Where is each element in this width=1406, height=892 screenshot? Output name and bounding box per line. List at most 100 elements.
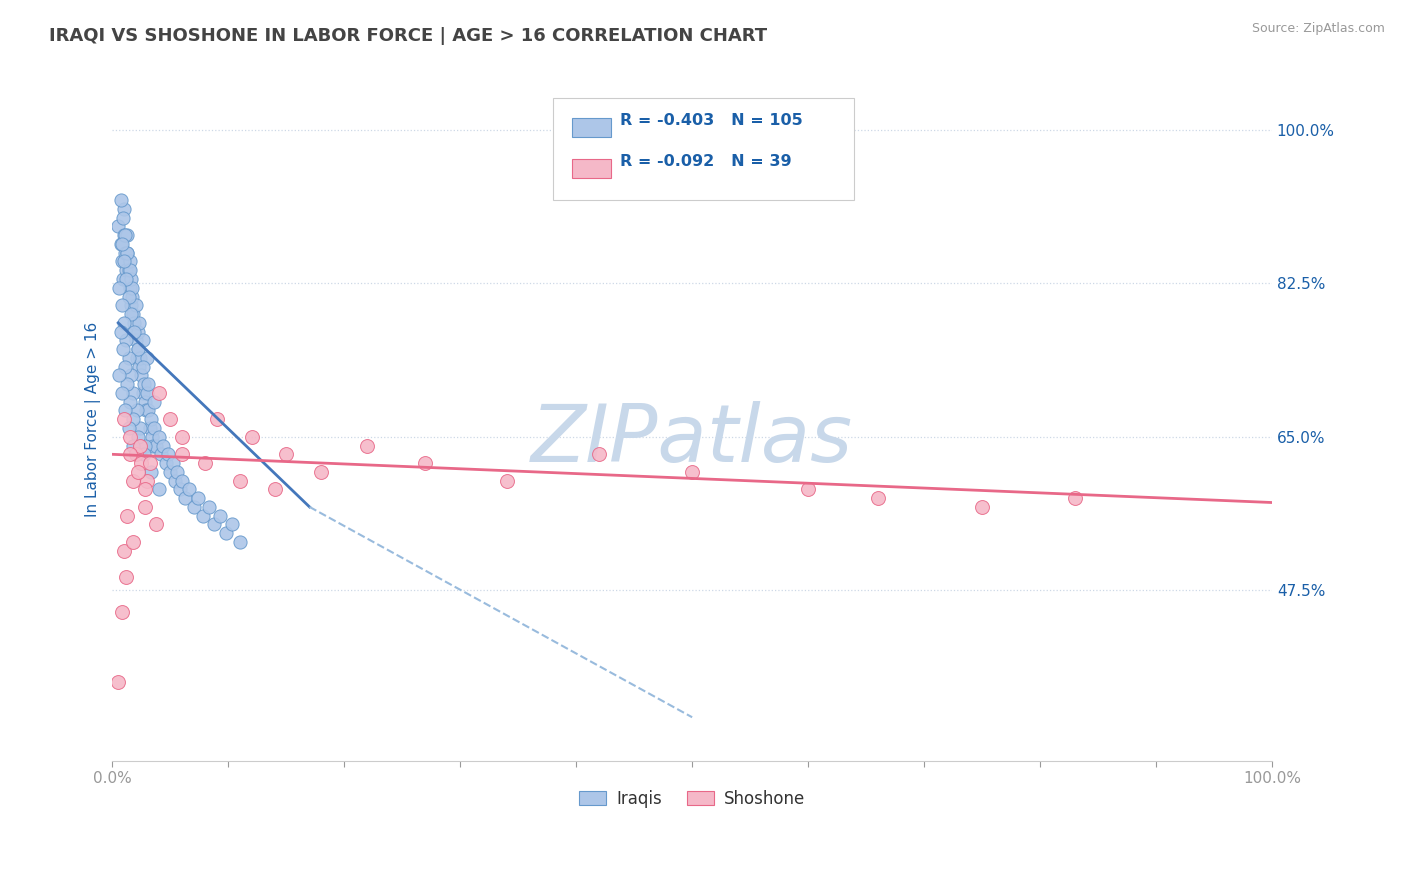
Point	[112, 202, 135, 216]
Point	[120, 298, 142, 312]
Point	[145, 438, 167, 452]
Point	[143, 421, 166, 435]
Point	[117, 377, 139, 392]
Point	[797, 483, 820, 497]
Point	[139, 465, 162, 479]
Point	[128, 359, 150, 374]
Point	[122, 412, 145, 426]
Point	[107, 219, 129, 234]
FancyBboxPatch shape	[553, 98, 855, 201]
Point	[117, 421, 139, 435]
Point	[150, 447, 173, 461]
Point	[356, 438, 378, 452]
Point	[138, 421, 160, 435]
Point	[197, 500, 219, 514]
Point	[124, 316, 146, 330]
Point	[118, 447, 141, 461]
Point	[191, 508, 214, 523]
Point	[112, 543, 135, 558]
Point	[118, 254, 141, 268]
Point	[108, 368, 131, 383]
Point	[221, 517, 243, 532]
Point	[115, 272, 138, 286]
Point	[194, 456, 217, 470]
Point	[135, 403, 157, 417]
Point	[108, 281, 131, 295]
Point	[139, 412, 162, 426]
Point	[117, 508, 139, 523]
Point	[495, 474, 517, 488]
Point	[122, 325, 145, 339]
Point	[142, 438, 165, 452]
Point	[122, 535, 145, 549]
Point	[127, 325, 149, 339]
Point	[681, 465, 703, 479]
Point	[110, 193, 132, 207]
Text: ZIPatlas: ZIPatlas	[531, 401, 853, 479]
Point	[177, 483, 200, 497]
Point	[141, 430, 163, 444]
Point	[229, 474, 252, 488]
Text: Source: ZipAtlas.com: Source: ZipAtlas.com	[1251, 22, 1385, 36]
Point	[114, 403, 136, 417]
Point	[112, 228, 135, 243]
Point	[138, 403, 160, 417]
Point	[136, 474, 159, 488]
Point	[170, 447, 193, 461]
Point	[131, 456, 153, 470]
Point	[124, 298, 146, 312]
Point	[124, 325, 146, 339]
Point	[155, 456, 177, 470]
Point	[229, 535, 252, 549]
Point	[970, 500, 993, 514]
Point	[866, 491, 889, 505]
Point	[143, 394, 166, 409]
Point	[111, 605, 134, 619]
Point	[209, 508, 232, 523]
Point	[240, 430, 263, 444]
Point	[121, 289, 143, 303]
Point	[134, 500, 156, 514]
Point	[129, 421, 152, 435]
Point	[129, 438, 152, 452]
Point	[111, 298, 134, 312]
Point	[157, 447, 180, 461]
Point	[120, 307, 142, 321]
Point	[115, 570, 138, 584]
Point	[136, 351, 159, 365]
Point	[111, 272, 134, 286]
Point	[159, 412, 181, 426]
Point	[114, 228, 136, 243]
Point	[163, 474, 186, 488]
Point	[117, 263, 139, 277]
Point	[111, 386, 134, 401]
Point	[118, 430, 141, 444]
Point	[170, 430, 193, 444]
Point	[148, 483, 170, 497]
Point	[127, 342, 149, 356]
Point	[118, 263, 141, 277]
Text: IRAQI VS SHOSHONE IN LABOR FORCE | AGE > 16 CORRELATION CHART: IRAQI VS SHOSHONE IN LABOR FORCE | AGE >…	[49, 27, 768, 45]
Point	[127, 430, 149, 444]
Point	[114, 245, 136, 260]
Legend: Iraqis, Shoshone: Iraqis, Shoshone	[572, 783, 811, 814]
Point	[152, 438, 174, 452]
Point	[204, 517, 226, 532]
Y-axis label: In Labor Force | Age > 16: In Labor Force | Age > 16	[86, 322, 101, 516]
Point	[174, 491, 197, 505]
Point	[112, 412, 135, 426]
Point	[122, 386, 145, 401]
Point	[111, 342, 134, 356]
Point	[166, 465, 188, 479]
Point	[162, 456, 184, 470]
Point	[125, 403, 148, 417]
Point	[132, 447, 155, 461]
Point	[117, 245, 139, 260]
Point	[117, 351, 139, 365]
Point	[215, 526, 238, 541]
Point	[114, 359, 136, 374]
Point	[107, 675, 129, 690]
Point	[127, 465, 149, 479]
Point	[129, 351, 152, 365]
Point	[127, 342, 149, 356]
